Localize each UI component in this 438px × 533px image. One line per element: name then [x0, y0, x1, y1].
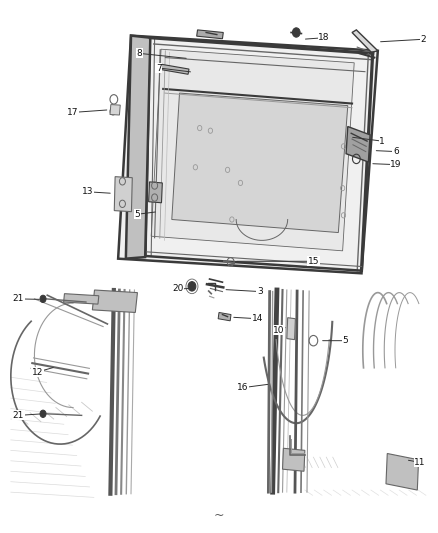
Polygon shape: [386, 454, 419, 490]
Text: 17: 17: [67, 108, 79, 117]
Circle shape: [188, 281, 196, 291]
Text: 10: 10: [273, 326, 285, 335]
Polygon shape: [352, 30, 378, 52]
Circle shape: [40, 410, 46, 417]
Text: 14: 14: [252, 314, 263, 323]
Circle shape: [293, 28, 300, 37]
Polygon shape: [197, 30, 223, 39]
Text: 21: 21: [13, 294, 24, 303]
Polygon shape: [114, 176, 132, 212]
Text: 7: 7: [156, 63, 162, 72]
Polygon shape: [283, 448, 305, 471]
Text: 13: 13: [82, 187, 94, 196]
Text: 5: 5: [343, 336, 349, 345]
Polygon shape: [148, 182, 162, 203]
Polygon shape: [110, 104, 120, 115]
Text: 20: 20: [173, 285, 184, 294]
Polygon shape: [158, 64, 189, 74]
Text: 8: 8: [137, 49, 142, 58]
Text: 3: 3: [257, 287, 263, 296]
Polygon shape: [92, 290, 138, 312]
Text: 12: 12: [32, 368, 43, 376]
Polygon shape: [346, 126, 370, 162]
Polygon shape: [172, 93, 348, 232]
Polygon shape: [287, 318, 295, 340]
Text: 19: 19: [390, 160, 402, 169]
Text: 6: 6: [393, 147, 399, 156]
Text: 5: 5: [134, 210, 140, 219]
Polygon shape: [218, 312, 231, 321]
Text: 1: 1: [379, 136, 385, 146]
Text: 2: 2: [420, 35, 426, 44]
Circle shape: [40, 295, 46, 303]
Text: 16: 16: [237, 383, 248, 392]
Text: 18: 18: [318, 33, 330, 42]
Text: ~: ~: [214, 508, 224, 521]
Polygon shape: [126, 36, 150, 259]
Polygon shape: [64, 294, 99, 304]
Polygon shape: [151, 49, 354, 251]
Text: 15: 15: [307, 257, 319, 266]
Text: 21: 21: [13, 411, 24, 420]
Polygon shape: [118, 36, 378, 273]
Text: 11: 11: [414, 458, 426, 467]
